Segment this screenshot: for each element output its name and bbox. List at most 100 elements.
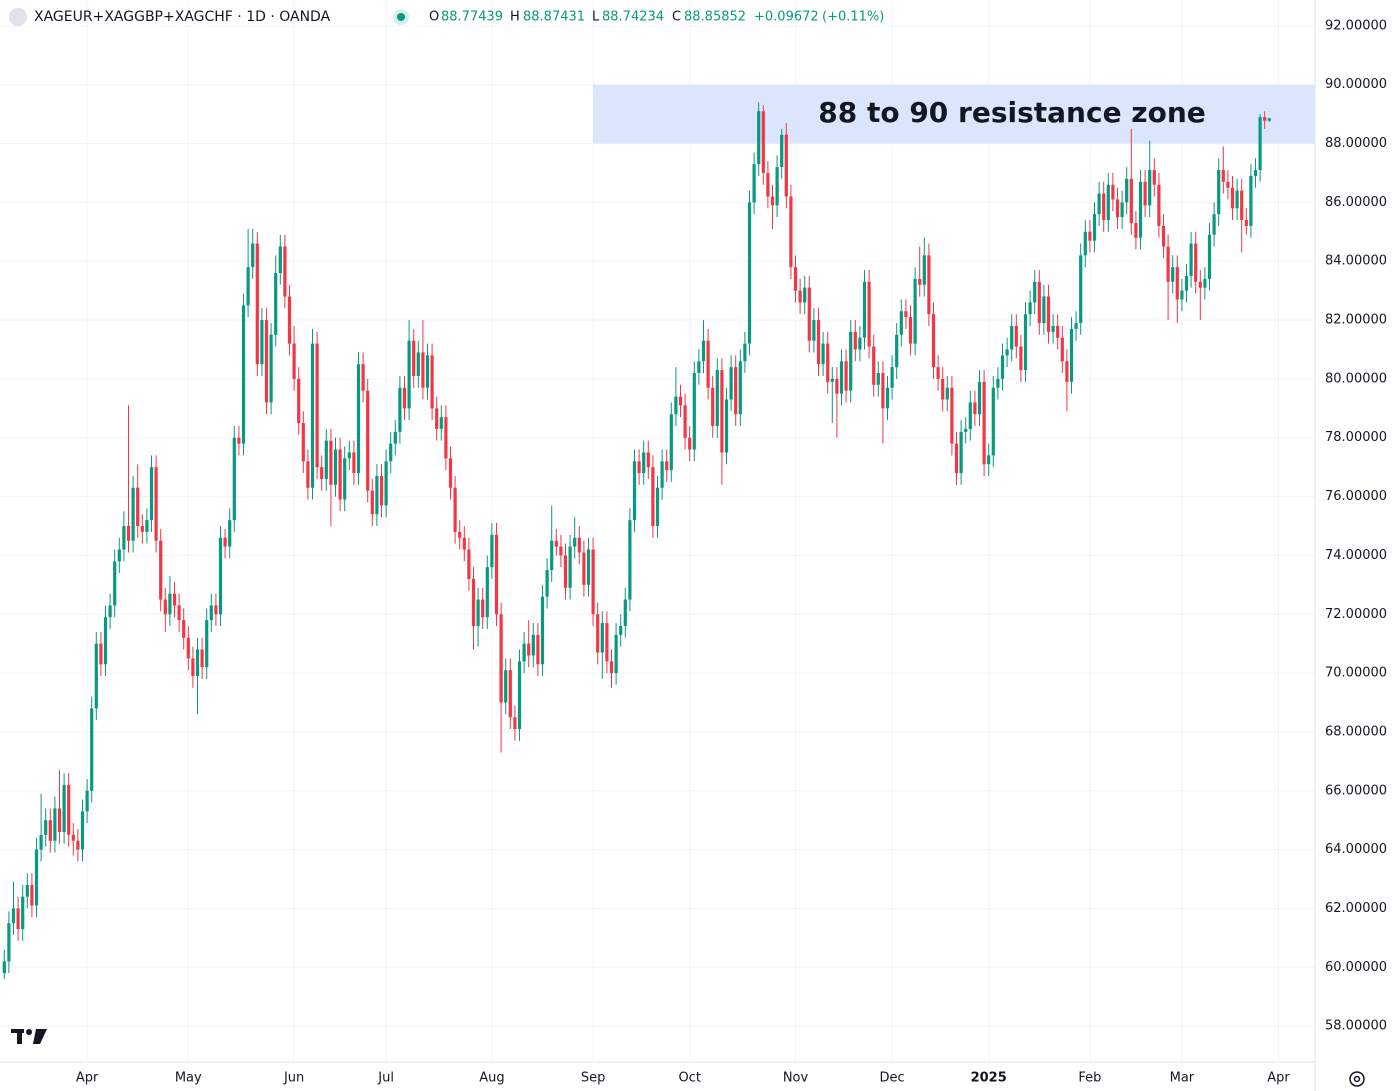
- candle-body: [356, 364, 361, 474]
- candle-body: [1253, 170, 1258, 176]
- candle-body: [964, 428, 968, 432]
- candle-body: [416, 352, 420, 376]
- x-tick-label: 2025: [971, 1071, 1007, 1086]
- x-tick-label: Jun: [283, 1071, 304, 1086]
- candle-body: [352, 452, 356, 474]
- candle-body: [485, 567, 489, 618]
- candle-body: [80, 811, 85, 850]
- y-tick-label: 86.00000: [1325, 195, 1387, 210]
- change-percent: (+0.11%): [822, 10, 884, 25]
- candle-body: [1184, 275, 1189, 291]
- candle-body: [1138, 181, 1143, 238]
- candle-body: [1056, 325, 1060, 338]
- candle-body: [232, 437, 236, 521]
- candle-body: [784, 134, 788, 197]
- candle-body: [1221, 170, 1225, 182]
- candle-body: [126, 525, 131, 541]
- candle-body: [1212, 214, 1216, 235]
- x-tick-label: Nov: [783, 1071, 809, 1086]
- candle-body: [467, 549, 471, 579]
- candle-body: [1198, 281, 1202, 288]
- candle-body: [297, 378, 301, 424]
- candle-body: [182, 620, 186, 638]
- candle-body: [867, 281, 871, 347]
- candle-body: [223, 537, 227, 547]
- candle-body: [890, 367, 894, 388]
- candle-body: [559, 546, 563, 556]
- candle-body: [646, 452, 650, 468]
- gear-ring[interactable]: [1349, 1071, 1365, 1087]
- candle-body: [1051, 325, 1055, 332]
- candle-body: [669, 414, 673, 471]
- close-letter: C: [672, 10, 681, 25]
- candle-body: [775, 167, 779, 206]
- candle-body: [540, 596, 545, 665]
- candle-body: [991, 387, 995, 456]
- candle-body: [200, 649, 204, 668]
- candle-body: [53, 808, 57, 841]
- candle-body: [761, 111, 765, 173]
- candle-body: [1065, 361, 1069, 382]
- candle-body: [1120, 202, 1124, 218]
- candle-body: [504, 670, 508, 703]
- candle-body: [996, 378, 1000, 388]
- candle-body: [954, 443, 959, 474]
- candle-body: [1111, 184, 1115, 200]
- candle-body: [103, 617, 108, 665]
- candle-body: [1166, 246, 1170, 282]
- gear-core[interactable]: [1353, 1075, 1361, 1083]
- candle-body: [1125, 178, 1129, 203]
- candle-body: [264, 320, 269, 403]
- candle-body: [499, 614, 503, 703]
- candle-body: [660, 461, 664, 488]
- candle-body: [844, 361, 848, 391]
- candle-body: [573, 537, 577, 547]
- y-tick-label: 74.00000: [1325, 548, 1387, 563]
- candle-body: [715, 370, 719, 426]
- candle-body: [747, 202, 752, 344]
- candle-body: [430, 355, 434, 409]
- candle-body: [922, 255, 926, 285]
- candle-body: [48, 820, 52, 841]
- candle-body: [338, 449, 342, 500]
- candle-body: [729, 367, 733, 400]
- candle-body: [605, 623, 609, 662]
- candle-body: [1157, 184, 1161, 226]
- candle-body: [701, 340, 706, 362]
- candle-body: [959, 431, 963, 474]
- candle-body: [876, 373, 880, 385]
- candle-body: [862, 281, 867, 338]
- candle-body: [816, 320, 821, 365]
- candle-body: [724, 399, 729, 453]
- resistance-zone: [593, 84, 1315, 144]
- candle-body: [977, 381, 982, 415]
- candle-body: [1249, 175, 1253, 226]
- candle-body: [494, 534, 499, 615]
- candle-body: [600, 623, 604, 653]
- candle-body: [1092, 214, 1097, 241]
- candle-body: [172, 593, 177, 606]
- candle-body: [522, 643, 526, 662]
- candle-body: [674, 396, 678, 415]
- candle-body: [168, 593, 172, 615]
- candle-body: [895, 334, 899, 368]
- candle-body: [292, 343, 296, 379]
- candle-body: [596, 614, 600, 653]
- candle-body: [826, 343, 830, 382]
- candle-body: [21, 896, 25, 930]
- x-tick-label: Sep: [581, 1071, 606, 1086]
- candle-body: [57, 808, 62, 832]
- candle-body: [333, 449, 338, 485]
- high-value: 88.87431: [523, 10, 585, 25]
- candle-body: [688, 437, 692, 450]
- y-tick-label: 64.00000: [1325, 842, 1387, 857]
- candle-body: [738, 361, 742, 415]
- candle-body: [1207, 234, 1212, 279]
- candle-body: [2, 961, 6, 974]
- settings-icon[interactable]: [1349, 1071, 1365, 1087]
- candle-body: [651, 467, 655, 526]
- candle-body: [968, 402, 972, 429]
- candle-body: [384, 461, 388, 506]
- candle-body: [462, 537, 466, 550]
- candle-body: [393, 431, 397, 444]
